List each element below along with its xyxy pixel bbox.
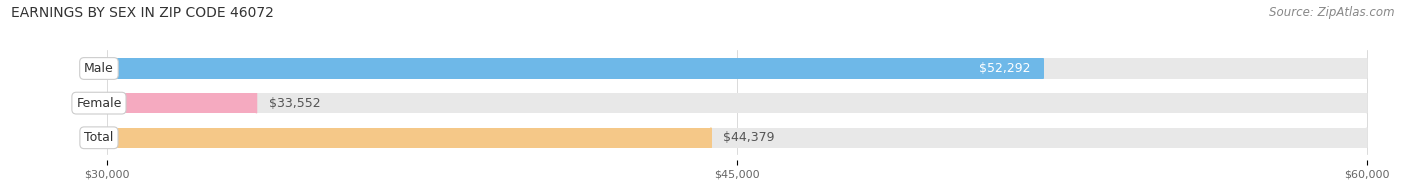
Text: $33,552: $33,552	[269, 97, 321, 110]
Text: Source: ZipAtlas.com: Source: ZipAtlas.com	[1270, 6, 1395, 19]
Bar	[107, 58, 1043, 79]
Text: $52,292: $52,292	[979, 62, 1031, 75]
Bar	[107, 128, 1367, 148]
Bar	[107, 58, 1367, 79]
Bar	[107, 128, 711, 148]
Bar	[107, 93, 256, 113]
Text: $44,379: $44,379	[724, 131, 775, 144]
Text: Total: Total	[84, 131, 114, 144]
Bar	[107, 93, 1367, 113]
Text: Female: Female	[76, 97, 122, 110]
Text: EARNINGS BY SEX IN ZIP CODE 46072: EARNINGS BY SEX IN ZIP CODE 46072	[11, 6, 274, 20]
Text: Male: Male	[84, 62, 114, 75]
